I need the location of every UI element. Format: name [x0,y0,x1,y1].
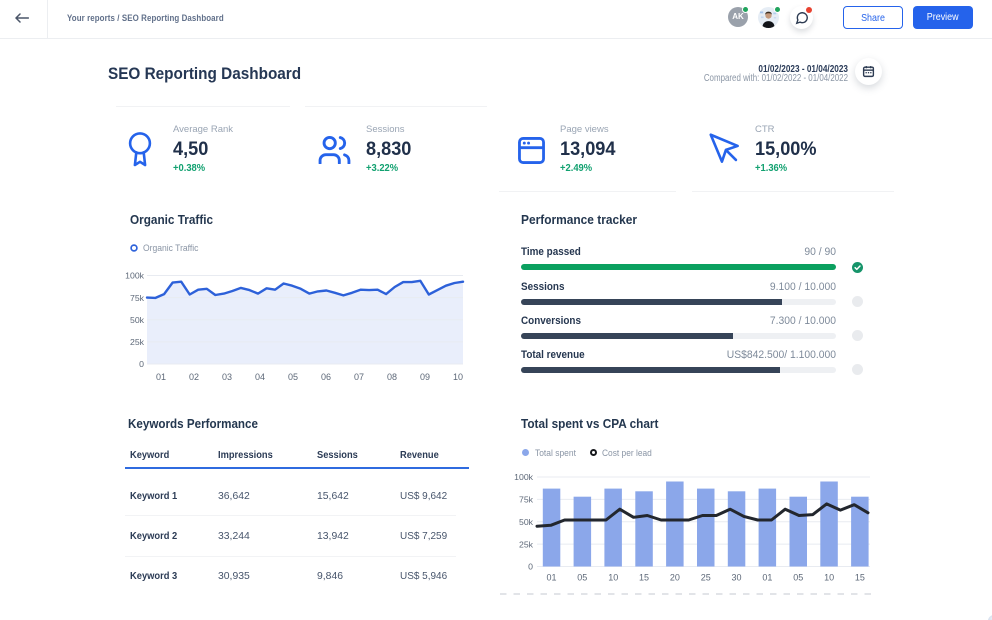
svg-text:03: 03 [222,372,232,382]
svg-text:75k: 75k [130,293,145,303]
svg-text:75k: 75k [519,495,534,505]
svg-text:01: 01 [156,372,166,382]
svg-text:08: 08 [387,372,397,382]
svg-text:10: 10 [453,372,463,382]
svg-text:01: 01 [546,573,556,583]
svg-text:05: 05 [288,372,298,382]
svg-text:25k: 25k [130,337,145,347]
svg-text:100k: 100k [514,472,533,482]
svg-text:10: 10 [608,573,618,583]
svg-text:25k: 25k [519,539,534,549]
svg-text:100k: 100k [125,271,144,281]
svg-text:30: 30 [731,573,741,583]
svg-text:05: 05 [793,573,803,583]
svg-text:09: 09 [420,372,430,382]
svg-text:15: 15 [855,573,865,583]
svg-text:06: 06 [321,372,331,382]
svg-text:0: 0 [528,562,533,572]
svg-text:20: 20 [670,573,680,583]
svg-text:50k: 50k [130,315,145,325]
svg-text:07: 07 [354,372,364,382]
svg-text:10: 10 [824,573,834,583]
svg-text:50k: 50k [519,517,534,527]
svg-text:15: 15 [639,573,649,583]
svg-text:05: 05 [577,573,587,583]
svg-text:02: 02 [189,372,199,382]
svg-text:0: 0 [139,359,144,369]
svg-text:01: 01 [762,573,772,583]
svg-text:25: 25 [701,573,711,583]
svg-text:04: 04 [255,372,265,382]
